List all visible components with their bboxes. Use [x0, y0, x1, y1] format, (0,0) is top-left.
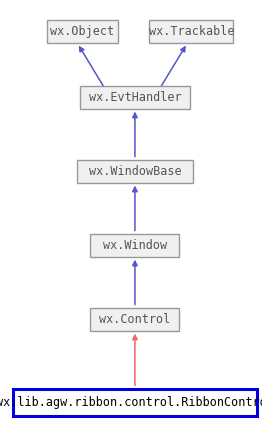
FancyBboxPatch shape: [47, 20, 118, 43]
Text: wx.Object: wx.Object: [51, 25, 114, 38]
Text: wx.Window: wx.Window: [103, 239, 167, 252]
Text: wx.EvtHandler: wx.EvtHandler: [89, 91, 181, 104]
FancyBboxPatch shape: [80, 85, 190, 109]
FancyBboxPatch shape: [149, 20, 233, 43]
FancyBboxPatch shape: [77, 160, 193, 183]
FancyBboxPatch shape: [13, 389, 257, 416]
Text: wx.WindowBase: wx.WindowBase: [89, 165, 181, 178]
Text: wx.Control: wx.Control: [99, 313, 171, 326]
FancyBboxPatch shape: [90, 233, 179, 257]
Text: wx.lib.agw.ribbon.control.RibbonControl: wx.lib.agw.ribbon.control.RibbonControl: [0, 396, 262, 409]
FancyBboxPatch shape: [90, 308, 179, 331]
Text: wx.Trackable: wx.Trackable: [149, 25, 234, 38]
